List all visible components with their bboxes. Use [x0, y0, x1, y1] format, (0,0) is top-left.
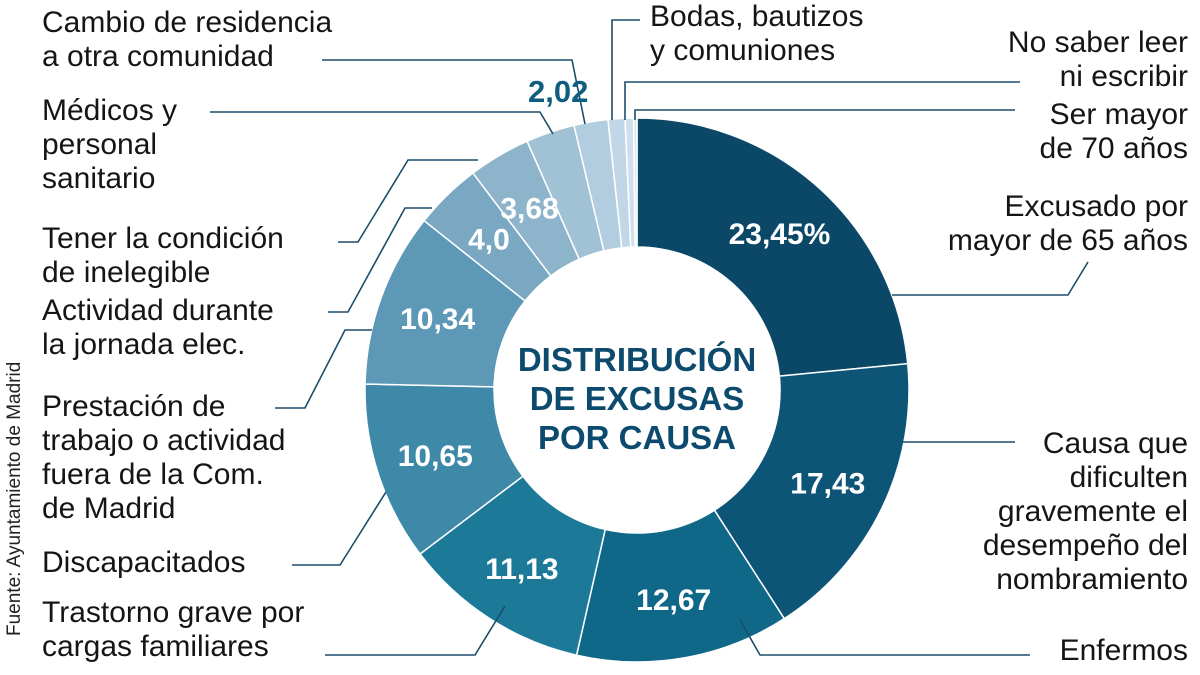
leader-line-discapacitados: [292, 491, 387, 566]
leader-line-no-saber: [624, 81, 1020, 120]
label-excusado: Excusado por mayor de 65 años: [947, 190, 1188, 257]
leader-lines: [210, 19, 1089, 656]
donut-slice: [636, 117, 909, 377]
slice-value-label: 23,45%: [729, 218, 831, 251]
leader-line-inelegible: [338, 159, 478, 243]
slice-value-label: 12,67: [636, 584, 711, 617]
slice-value-label: 3,68: [500, 192, 558, 225]
label-discapacitados: Discapacitados: [42, 546, 246, 579]
source-note: Fuente: Ayuntamiento de Madrid: [4, 361, 25, 636]
leader-line-actividad: [328, 207, 432, 313]
label-inelegible: Tener la condición de inelegible: [42, 222, 284, 289]
value-label-cambio: 2,02: [528, 74, 589, 109]
leader-line-prestacion: [275, 329, 372, 409]
label-no-saber: No saber leer ni escribir: [1007, 26, 1188, 93]
label-cambio: Cambio de residencia a otra comunidad: [42, 6, 333, 73]
label-prestacion: Prestación de trabajo o actividad fuera …: [42, 390, 286, 525]
slice-value-label: 10,34: [400, 303, 475, 336]
slice-value-label: 17,43: [790, 467, 865, 500]
label-bodas: Bodas, bautizos y comuniones: [650, 0, 864, 67]
leader-line-bodas: [611, 19, 640, 120]
leader-line-trastorno: [325, 605, 506, 656]
leader-line-excusado: [892, 261, 1089, 296]
label-medicos: Médicos y personal sanitario: [42, 94, 178, 195]
leader-line-cambio: [322, 59, 586, 125]
label-ser-mayor: Ser mayor de 70 años: [1039, 98, 1188, 165]
slice-value-label: 10,65: [398, 440, 473, 473]
leader-line-ser-mayor: [634, 109, 1015, 120]
label-trastorno: Trastorno grave por cargas familiares: [42, 596, 305, 663]
label-enfermos: Enfermos: [1059, 634, 1188, 667]
slice-value-label: 11,13: [485, 553, 558, 586]
label-causa: Causa que dificulten gravemente el desem…: [982, 427, 1188, 596]
slice-value-label: 4,0: [468, 223, 510, 256]
chart-title: DISTRIBUCIÓN DE EXCUSAS POR CAUSA: [517, 341, 757, 456]
label-actividad: Actividad durante la jornada elec.: [42, 294, 274, 361]
leader-line-medicos: [210, 111, 554, 135]
donut-slice: [713, 362, 910, 620]
leader-line-enfermos: [739, 619, 1030, 656]
